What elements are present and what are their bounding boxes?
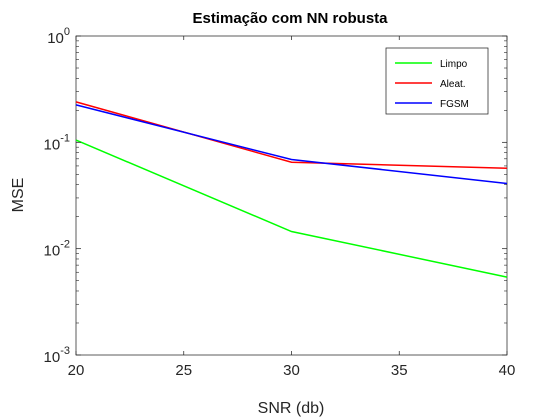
y-tick-label: 10-2 (44, 239, 70, 260)
y-tick-exponent: -3 (60, 345, 70, 357)
x-tick-label: 35 (391, 362, 408, 379)
y-tick-exponent: -2 (60, 239, 70, 251)
y-tick-base: 10 (44, 243, 61, 260)
series-line-limpo (75, 139, 508, 278)
x-tick-label: 40 (499, 362, 516, 379)
y-axis-label: MSE (10, 178, 27, 213)
y-tick-label: 100 (47, 26, 70, 47)
legend-label: Limpo (440, 59, 468, 70)
legend-label: Aleat. (440, 79, 466, 90)
series-line-fgsm (75, 104, 508, 185)
y-tick-label: 10-3 (44, 345, 70, 366)
y-tick-exponent: -1 (60, 132, 70, 144)
y-tick-label: 10-1 (44, 132, 70, 153)
y-tick-base: 10 (44, 136, 61, 153)
x-tick-label: 30 (283, 362, 300, 379)
legend-label: FGSM (440, 99, 469, 110)
series-layer (75, 101, 508, 278)
series-line-aleat (75, 101, 508, 170)
chart-title: Estimação com NN robusta (192, 10, 388, 27)
y-tick-exponent: 0 (64, 26, 70, 38)
x-tick-label: 25 (175, 362, 192, 379)
y-tick-base: 10 (44, 349, 61, 366)
legend: Limpo Aleat. FGSM (385, 47, 489, 115)
x-tick-label: 20 (68, 362, 85, 379)
y-tick-base: 10 (47, 30, 64, 47)
legend-items: Limpo Aleat. FGSM (395, 59, 469, 110)
legend-box (385, 47, 489, 115)
x-axis-label: SNR (db) (258, 400, 325, 417)
